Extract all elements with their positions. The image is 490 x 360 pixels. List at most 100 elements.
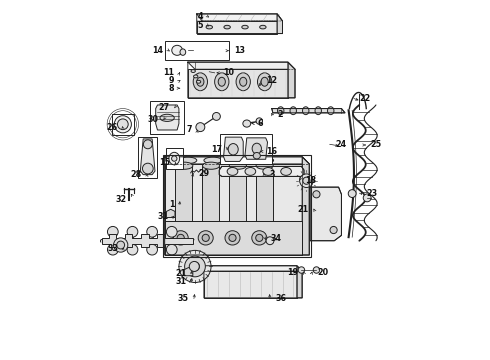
Text: 19: 19	[288, 268, 298, 277]
Text: 21: 21	[297, 205, 309, 214]
Polygon shape	[245, 138, 268, 159]
Ellipse shape	[348, 190, 356, 198]
Ellipse shape	[315, 107, 321, 114]
Ellipse shape	[196, 80, 201, 83]
Ellipse shape	[117, 241, 124, 249]
Bar	[150, 102, 184, 134]
Text: 2: 2	[278, 111, 284, 120]
Polygon shape	[220, 166, 304, 176]
Polygon shape	[167, 209, 175, 217]
Text: 22: 22	[359, 94, 370, 103]
Bar	[165, 41, 229, 60]
Ellipse shape	[160, 114, 174, 121]
Ellipse shape	[176, 162, 193, 169]
Text: 28: 28	[131, 170, 142, 179]
Text: 16: 16	[266, 147, 277, 156]
Ellipse shape	[185, 256, 205, 277]
Text: 4: 4	[197, 12, 203, 21]
Ellipse shape	[202, 162, 220, 169]
Ellipse shape	[202, 234, 209, 242]
Ellipse shape	[240, 77, 247, 86]
Ellipse shape	[114, 116, 131, 133]
Text: 24: 24	[335, 140, 346, 149]
Ellipse shape	[179, 250, 211, 283]
Text: 31: 31	[175, 277, 186, 286]
Bar	[175, 166, 193, 221]
Ellipse shape	[213, 112, 220, 120]
Text: 26: 26	[106, 123, 117, 132]
Ellipse shape	[256, 118, 263, 124]
Text: 10: 10	[223, 68, 234, 77]
Ellipse shape	[266, 237, 274, 245]
Polygon shape	[297, 266, 302, 298]
Ellipse shape	[189, 261, 199, 271]
Polygon shape	[223, 137, 243, 161]
Polygon shape	[302, 157, 309, 255]
Text: 35: 35	[177, 294, 189, 303]
Ellipse shape	[236, 73, 250, 91]
Ellipse shape	[147, 244, 157, 255]
Ellipse shape	[191, 69, 196, 72]
Text: 3: 3	[270, 170, 275, 179]
Ellipse shape	[169, 152, 180, 165]
Ellipse shape	[229, 157, 247, 163]
Ellipse shape	[147, 226, 157, 237]
Ellipse shape	[218, 77, 225, 86]
Ellipse shape	[180, 49, 186, 55]
Ellipse shape	[313, 267, 319, 273]
Ellipse shape	[330, 226, 337, 234]
Text: 20: 20	[317, 268, 328, 277]
Ellipse shape	[179, 157, 197, 163]
Bar	[166, 148, 183, 169]
Ellipse shape	[167, 226, 177, 237]
Text: 5: 5	[197, 21, 203, 30]
Ellipse shape	[256, 162, 273, 169]
Polygon shape	[188, 62, 295, 69]
Ellipse shape	[261, 77, 268, 86]
Polygon shape	[102, 234, 193, 247]
Text: 18: 18	[305, 176, 316, 185]
Text: 17: 17	[211, 145, 222, 154]
Ellipse shape	[298, 267, 305, 273]
Ellipse shape	[173, 231, 188, 245]
Text: 36: 36	[275, 294, 286, 303]
Text: 27: 27	[158, 103, 169, 112]
Ellipse shape	[327, 107, 334, 114]
Text: 12: 12	[267, 76, 277, 85]
Polygon shape	[156, 105, 179, 130]
Text: 9: 9	[169, 76, 174, 85]
Ellipse shape	[263, 167, 273, 175]
Text: 11: 11	[163, 68, 174, 77]
Bar	[220, 134, 272, 164]
Bar	[112, 113, 134, 135]
Polygon shape	[188, 69, 288, 98]
Ellipse shape	[204, 157, 222, 163]
Text: 14: 14	[152, 46, 164, 55]
Polygon shape	[272, 109, 345, 113]
Text: 15: 15	[159, 158, 170, 167]
Ellipse shape	[225, 231, 240, 245]
Text: 23: 23	[367, 189, 378, 198]
Ellipse shape	[228, 144, 238, 155]
Ellipse shape	[303, 177, 310, 184]
Text: 32: 32	[115, 195, 126, 204]
Polygon shape	[197, 14, 283, 21]
Text: 30: 30	[147, 115, 159, 124]
Ellipse shape	[107, 244, 118, 255]
Polygon shape	[310, 187, 342, 241]
Bar	[256, 166, 273, 221]
Ellipse shape	[143, 163, 153, 174]
Polygon shape	[165, 164, 302, 255]
Ellipse shape	[127, 244, 138, 255]
Polygon shape	[277, 14, 283, 33]
Ellipse shape	[215, 73, 229, 91]
Text: 7: 7	[187, 126, 192, 135]
Text: 21: 21	[175, 269, 186, 278]
Ellipse shape	[242, 25, 248, 29]
Ellipse shape	[144, 140, 152, 149]
Text: 33: 33	[107, 244, 118, 253]
Ellipse shape	[243, 120, 251, 127]
Ellipse shape	[118, 119, 128, 130]
Polygon shape	[140, 139, 155, 175]
Ellipse shape	[281, 167, 292, 175]
